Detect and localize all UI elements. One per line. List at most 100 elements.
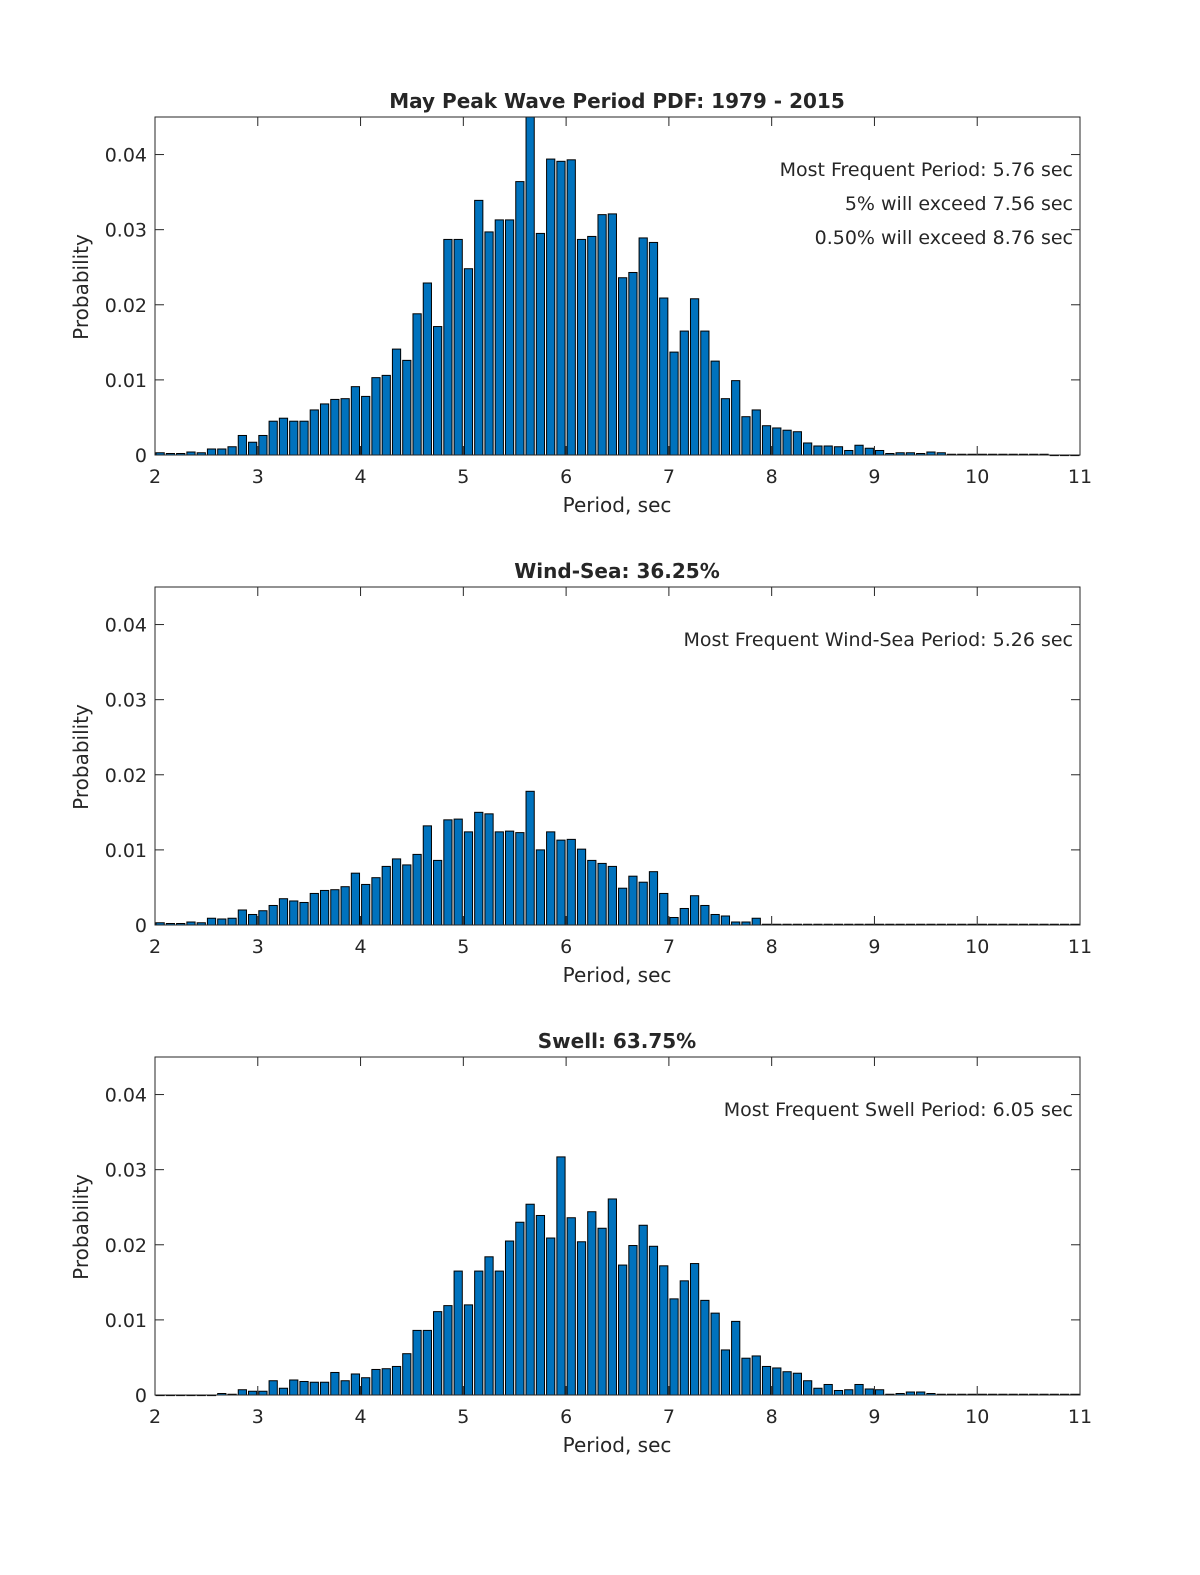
bar [371,877,381,926]
bar [628,1245,638,1396]
bar [278,417,289,456]
axis-ticks: 2 3 4 5 6 7 8 9 10 11 0 0.01 0.02 0.03 0.04 [105,1057,1092,1428]
bar [782,1371,792,1396]
bar [587,859,597,926]
bar [391,858,402,926]
x-tick-label: 9 [868,936,880,958]
bar [587,235,597,456]
bar [299,1380,309,1396]
bar [309,892,319,926]
bar [515,181,525,456]
bar [453,1270,463,1396]
bar [330,1371,340,1396]
bar [443,1305,453,1396]
bar [638,1224,648,1396]
bar [597,1227,607,1396]
bar [463,268,474,456]
bar [361,395,371,456]
bar-series [155,1156,1080,1397]
plot-area-border [154,1056,1081,1396]
bar [792,1372,802,1396]
bar [700,1299,710,1396]
bar [237,434,247,456]
bar [258,910,268,926]
bar [597,214,607,456]
bar [258,434,268,456]
x-tick-label: 5 [457,466,469,488]
bar [669,351,679,456]
bar [412,853,422,926]
bar [381,1368,391,1396]
x-axis-label: Period, sec [563,493,672,517]
bar [874,449,885,456]
bar [607,213,617,456]
bar [474,199,484,456]
plot-area-border [154,586,1081,926]
bar [361,1377,371,1396]
bar [422,1329,432,1396]
bar [402,359,412,456]
bar [648,241,659,456]
bar [340,886,350,926]
bar [710,913,720,926]
bar [546,831,556,926]
x-tick-label: 6 [560,936,572,958]
x-tick-label: 4 [355,936,367,958]
bar [566,1217,576,1396]
bar [741,1357,751,1396]
bar [638,881,648,926]
bar [597,862,607,926]
bar [340,398,350,456]
y-tick-label: 0.04 [105,615,147,637]
y-tick-label: 0 [135,1385,147,1407]
chart-panel-wind-sea: Wind-Sea: 36.25% 2 3 4 5 6 7 8 9 10 11 0 0.01 0.02 0.… [69,559,1092,987]
bar [433,326,443,456]
bar [576,238,587,456]
bar [463,1304,474,1396]
bar [278,898,289,926]
bar [618,1264,628,1396]
bar [618,887,628,926]
y-tick-label: 0.04 [105,1085,147,1107]
bar [371,377,381,456]
bar [402,1353,412,1396]
bar [504,219,515,456]
bar [833,1389,844,1396]
y-tick-label: 0.02 [105,295,147,317]
bar [679,330,689,456]
bar [330,889,340,926]
y-tick-label: 0 [135,915,147,937]
x-tick-label: 11 [1068,1406,1092,1428]
plot-area-border [154,116,1081,456]
annotation-5pct-exceed: 5% will exceed 7.56 sec [845,193,1073,215]
x-tick-label: 6 [560,466,572,488]
bar [278,1387,289,1396]
bar [556,1156,566,1396]
bar [535,849,546,926]
bar [361,883,371,926]
bar [638,237,648,456]
bar [669,916,679,926]
x-axis-label: Period, sec [563,963,672,987]
bar [669,1298,679,1396]
x-tick-label: 11 [1068,466,1092,488]
bar [546,158,556,456]
axis-ticks: 2 3 4 5 6 7 8 9 10 11 0 0.01 0.02 0.03 0.04 [105,587,1092,958]
bar [340,1380,350,1396]
bar [844,449,854,456]
chart-panel-swell: Swell: 63.75% 2 3 4 5 6 7 8 9 10 11 0 0.01 0.02 0.03 0… [69,1029,1092,1457]
bar [433,1311,443,1396]
annotation-0.5pct-exceed: 0.50% will exceed 8.76 sec [815,227,1073,249]
annotation-most-frequent-wind-sea-period: Most Frequent Wind-Sea Period: 5.26 sec [684,629,1073,651]
bar [648,871,659,926]
x-tick-label: 8 [766,466,778,488]
bar [864,447,874,456]
x-tick-label: 5 [457,1406,469,1428]
bar [453,238,463,456]
bar [299,420,309,456]
bar [710,360,720,456]
bar [268,904,278,926]
bar [412,1329,422,1396]
bar [813,445,823,456]
chart-panel-total: May Peak Wave Period PDF: 1979 - 2015 2 3… [69,89,1092,517]
